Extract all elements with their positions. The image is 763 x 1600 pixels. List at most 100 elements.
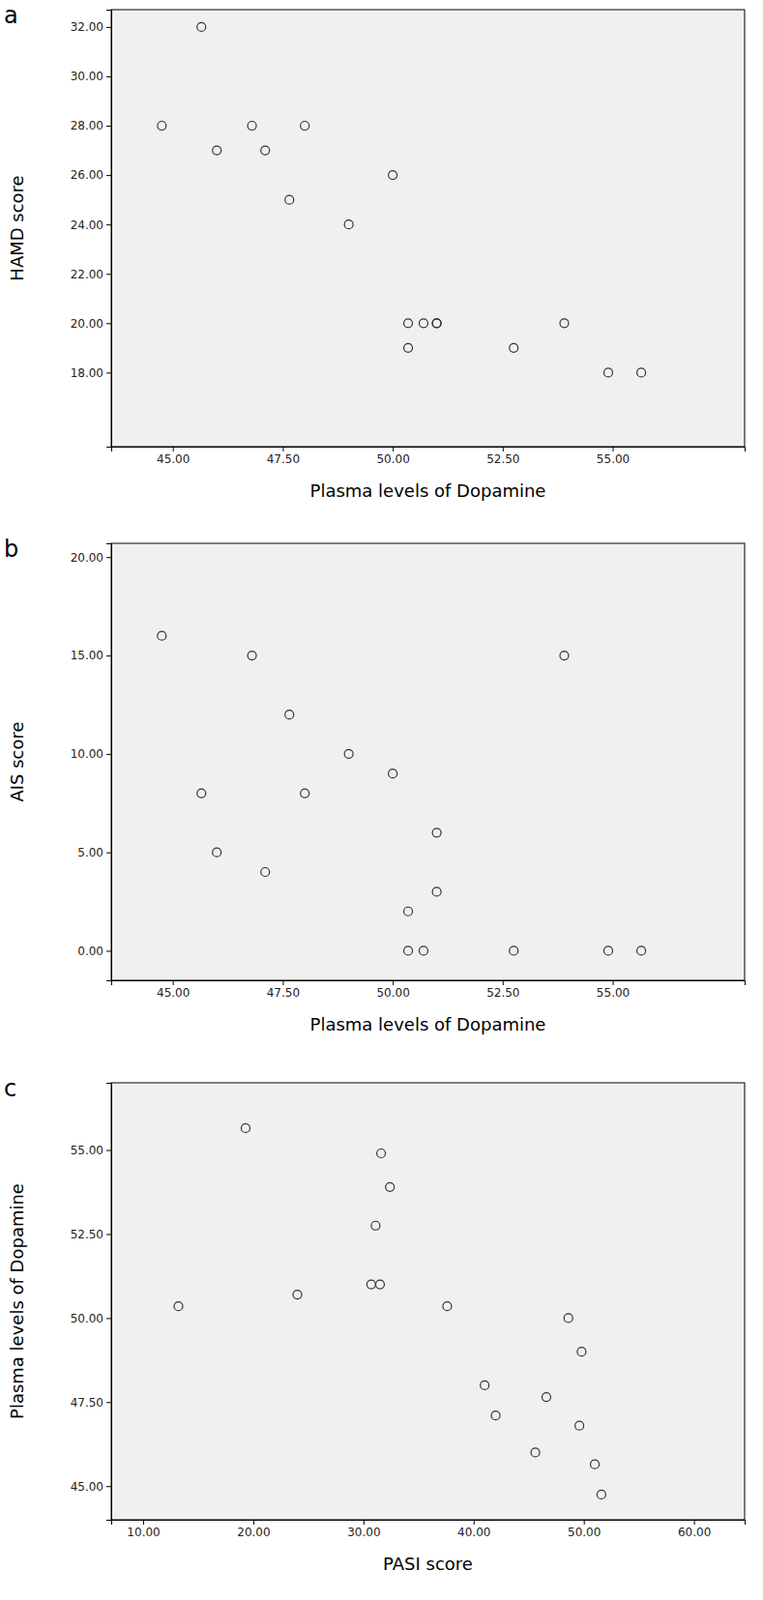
point xyxy=(293,1291,302,1300)
y-tick-label: 52.50 xyxy=(70,1228,104,1242)
x-tick-label: 45.00 xyxy=(156,986,190,1000)
point xyxy=(212,146,222,155)
x-tick: 60.00 xyxy=(677,1520,711,1540)
y-tick-label: 0.00 xyxy=(77,944,104,959)
y-tick: 30.00 xyxy=(70,69,112,84)
x-tick-label: 50.00 xyxy=(376,986,410,1000)
point xyxy=(432,319,441,328)
y-axis-title: Plasma levels of Dopamine xyxy=(6,1183,28,1420)
x-axis: 45.0047.5050.0052.5055.00 xyxy=(112,980,746,1000)
y-tick-mark xyxy=(106,655,112,657)
x-tick: 45.00 xyxy=(156,446,190,467)
y-tick: 22.00 xyxy=(70,267,112,282)
x-tick: 10.00 xyxy=(126,1520,160,1540)
point xyxy=(432,887,441,897)
y-tick-mark xyxy=(106,27,112,29)
x-axis-title: Plasma levels of Dopamine xyxy=(310,480,547,501)
point xyxy=(247,121,257,131)
point xyxy=(174,1302,183,1312)
x-tick-mark xyxy=(282,980,284,986)
x-tick-mark xyxy=(613,446,615,452)
x-tick: 47.50 xyxy=(266,980,300,1000)
point xyxy=(197,22,206,31)
y-tick: 47.50 xyxy=(70,1396,112,1410)
x-tick: 30.00 xyxy=(347,1520,381,1540)
y-tick: 28.00 xyxy=(70,118,112,133)
y-axis: 0.005.0010.0015.0020.00 xyxy=(70,544,113,982)
points xyxy=(157,22,646,378)
point xyxy=(375,1280,384,1290)
y-tick: 45.00 xyxy=(70,1480,112,1495)
plot-frame xyxy=(111,543,745,981)
point xyxy=(509,946,519,956)
x-tick: 45.00 xyxy=(156,980,190,1000)
y-axis: 45.0047.5050.0052.5055.00 xyxy=(70,1084,113,1522)
x-tick-mark xyxy=(694,1520,696,1526)
y-axis-title: HAMD score xyxy=(6,175,28,281)
y-tick: 32.00 xyxy=(70,20,112,34)
point xyxy=(240,1123,250,1133)
y-tick: 15.00 xyxy=(70,648,112,663)
x-tick: 55.00 xyxy=(596,446,630,467)
y-tick-mark xyxy=(106,76,112,78)
point xyxy=(157,631,167,641)
point xyxy=(559,651,569,661)
point xyxy=(480,1380,490,1390)
point xyxy=(596,1490,606,1499)
x-tick-label: 50.00 xyxy=(376,452,410,467)
y-tick-label: 32.00 xyxy=(70,20,104,34)
y-tick-label: 22.00 xyxy=(70,267,104,282)
panel-label: b xyxy=(3,535,19,563)
point xyxy=(300,121,310,131)
x-tick-label: 52.50 xyxy=(486,986,520,1000)
y-tick-label: 20.00 xyxy=(70,317,104,331)
point xyxy=(418,946,428,956)
plot-frame xyxy=(111,9,745,447)
x-axis-line xyxy=(112,981,746,987)
y-tick-mark xyxy=(106,372,112,374)
y-tick-label: 20.00 xyxy=(70,551,104,565)
points xyxy=(174,1123,606,1499)
y-tick: 20.00 xyxy=(70,317,112,331)
y-tick-mark xyxy=(106,1150,112,1152)
point xyxy=(344,220,353,230)
y-tick-label: 55.00 xyxy=(70,1144,104,1158)
x-tick: 50.00 xyxy=(376,446,410,467)
figure: 45.00 47.50 50.00 52.50 55.00 18.00 20.00 22.00… xyxy=(0,0,763,1600)
y-tick-mark xyxy=(106,1486,112,1488)
point xyxy=(157,121,167,131)
point xyxy=(603,368,613,378)
point xyxy=(388,171,398,180)
y-tick-label: 30.00 xyxy=(70,69,104,84)
y-tick-label: 18.00 xyxy=(70,366,104,381)
y-tick-mark xyxy=(106,1402,112,1404)
point xyxy=(404,907,413,916)
y-tick: 24.00 xyxy=(70,218,112,233)
y-tick-mark xyxy=(106,557,112,558)
x-tick-label: 52.50 xyxy=(486,452,520,467)
point xyxy=(637,368,646,378)
x-tick-mark xyxy=(392,980,394,986)
panel: 45.0047.5050.0052.5055.000.005.0010.0015… xyxy=(3,535,746,1035)
y-tick-mark xyxy=(106,273,112,275)
x-tick: 52.50 xyxy=(486,980,520,1000)
x-axis-title: PASI score xyxy=(382,1554,473,1575)
y-tick: 20.00 xyxy=(70,551,112,565)
y-tick: 52.50 xyxy=(70,1228,112,1242)
point xyxy=(212,848,222,857)
y-tick: 0.00 xyxy=(77,944,112,959)
point xyxy=(377,1149,386,1159)
x-tick-mark xyxy=(173,446,175,452)
point xyxy=(385,1182,395,1192)
point xyxy=(261,868,270,878)
point xyxy=(344,749,353,759)
point xyxy=(247,651,257,661)
point xyxy=(300,789,310,798)
point xyxy=(563,1314,573,1323)
panel-label: a xyxy=(3,1,19,30)
panel-label: c xyxy=(3,1075,17,1103)
point xyxy=(404,946,413,956)
points xyxy=(157,631,646,956)
x-axis-line xyxy=(112,1521,746,1526)
x-tick-label: 47.50 xyxy=(266,452,300,467)
